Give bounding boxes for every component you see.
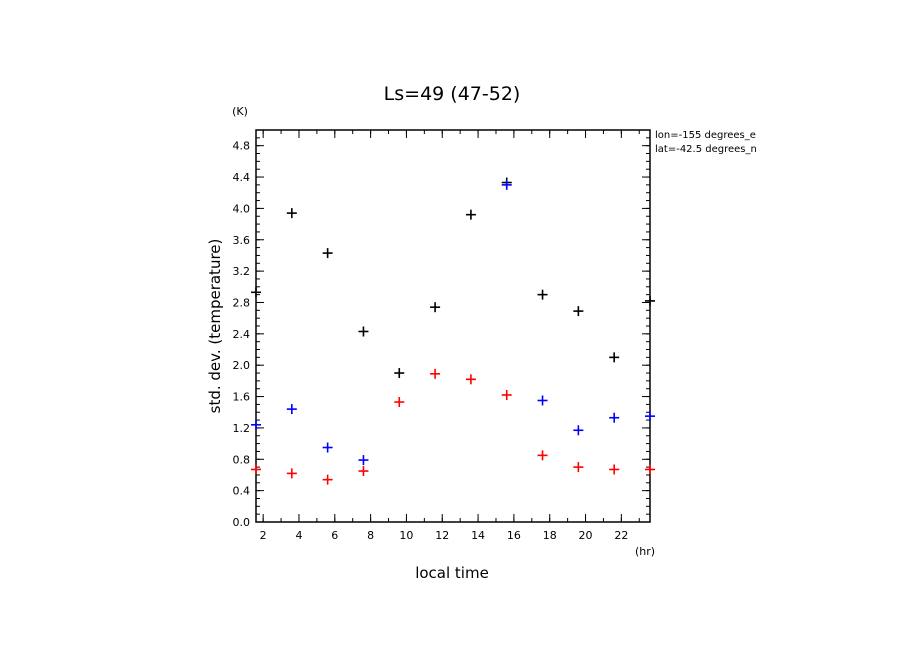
data-point <box>537 289 548 300</box>
y-ticks: 0.0 0.4 0.8 1.2 1.6 2.0 2.4 2.8 3.2 3.6 4.0 4.4 4.8 <box>233 129 650 529</box>
x-tick-label: 22 <box>614 529 628 542</box>
annotation-lon: lon=-155 degrees_e <box>655 130 756 141</box>
x-tick-label: 18 <box>543 529 557 542</box>
x-unit-label: (hr) <box>635 545 655 558</box>
data-point <box>573 306 584 317</box>
data-point <box>465 374 476 385</box>
data-point <box>322 442 333 453</box>
plot-frame <box>255 129 651 523</box>
data-point <box>286 208 297 219</box>
data-point <box>358 466 369 477</box>
data-points <box>251 177 655 485</box>
x-tick-label: 2 <box>260 529 267 542</box>
x-tick-label: 8 <box>367 529 374 542</box>
data-point <box>322 474 333 485</box>
data-point <box>609 464 620 475</box>
y-tick-label: 4.8 <box>233 140 251 153</box>
data-point <box>645 295 655 306</box>
x-tick-label: 6 <box>331 529 338 542</box>
y-axis-label: std. dev. (temperature) <box>206 239 224 414</box>
data-point <box>251 287 261 298</box>
data-point <box>645 464 655 475</box>
data-point <box>286 404 297 415</box>
data-point <box>501 389 512 400</box>
data-point <box>573 425 584 436</box>
y-tick-label: 4.0 <box>233 202 251 215</box>
y-tick-label: 3.2 <box>233 265 251 278</box>
annotation-lat: lat=-42.5 degrees_n <box>655 144 757 155</box>
data-point <box>286 468 297 479</box>
x-ticks: 2 4 6 8 10 12 14 16 18 20 22 <box>260 130 640 542</box>
y-tick-label: 3.6 <box>233 234 251 247</box>
chart-title: Ls=49 (47-52) <box>384 83 521 105</box>
x-tick-label: 10 <box>399 529 413 542</box>
y-tick-label: 0.0 <box>233 516 251 529</box>
data-point <box>394 397 405 408</box>
x-axis-label: local time <box>415 564 489 582</box>
y-tick-label: 1.2 <box>233 422 251 435</box>
y-tick-label: 2.8 <box>233 296 251 309</box>
y-tick-label: 1.6 <box>233 391 251 404</box>
y-tick-label: 2.0 <box>233 359 251 372</box>
data-point <box>537 395 548 406</box>
data-point <box>394 368 405 379</box>
x-tick-label: 20 <box>579 529 593 542</box>
data-point <box>501 179 512 190</box>
x-tick-label: 16 <box>507 529 521 542</box>
data-point <box>358 326 369 337</box>
data-point <box>465 209 476 220</box>
x-tick-label: 12 <box>435 529 449 542</box>
data-point <box>537 450 548 461</box>
data-point <box>573 462 584 473</box>
y-tick-label: 0.4 <box>233 485 251 498</box>
x-tick-label: 14 <box>471 529 485 542</box>
y-tick-label: 0.8 <box>233 453 251 466</box>
data-point <box>251 464 261 475</box>
data-point <box>609 412 620 423</box>
data-point <box>645 411 655 422</box>
y-unit-label: (K) <box>232 105 248 118</box>
data-point <box>251 419 261 430</box>
y-tick-label: 2.4 <box>233 328 251 341</box>
data-point <box>609 352 620 363</box>
data-point <box>430 368 441 379</box>
data-point <box>358 455 369 466</box>
data-point <box>322 248 333 259</box>
x-tick-label: 4 <box>295 529 302 542</box>
data-point <box>430 302 441 313</box>
y-tick-label: 4.4 <box>233 171 251 184</box>
